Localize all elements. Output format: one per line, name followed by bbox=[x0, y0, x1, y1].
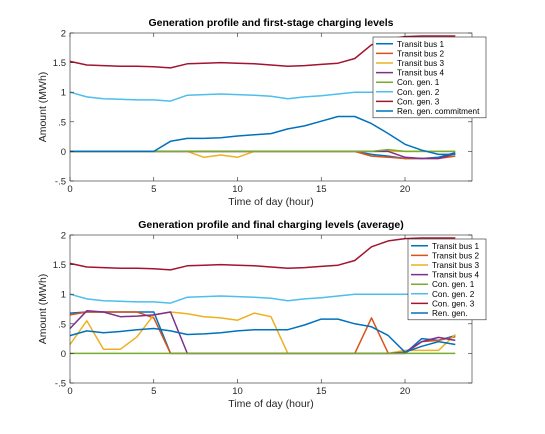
legend-label: Ren. gen. bbox=[432, 309, 468, 318]
legend-label: Con. gen. 2 bbox=[397, 88, 440, 97]
legend-label: Transit bus 2 bbox=[397, 49, 444, 58]
y-tick-label: 1.5 bbox=[53, 58, 66, 69]
x-tick-label: 10 bbox=[232, 184, 243, 195]
y-tick-label: .5 bbox=[58, 117, 66, 128]
y-tick-label: -.5 bbox=[55, 379, 66, 390]
y-tick-label: 0 bbox=[61, 147, 66, 158]
y-axis-label: Amount (MWh) bbox=[37, 274, 49, 345]
legend-label: Transit bus 4 bbox=[397, 69, 444, 78]
x-tick-label: 5 bbox=[151, 386, 156, 397]
legend-label: Ren. gen. commitment bbox=[397, 107, 480, 116]
x-tick-label: 5 bbox=[151, 184, 156, 195]
x-axis-label: Time of day (hour) bbox=[228, 398, 313, 410]
legend-label: Con. gen. 1 bbox=[432, 280, 475, 289]
legend-label: Transit bus 3 bbox=[432, 261, 479, 270]
x-tick-label: 15 bbox=[316, 184, 327, 195]
y-tick-label: .5 bbox=[58, 319, 66, 330]
y-tick-label: 1 bbox=[61, 290, 66, 301]
y-tick-label: 1.5 bbox=[53, 260, 66, 271]
x-axis-label: Time of day (hour) bbox=[228, 196, 313, 208]
x-tick-label: 20 bbox=[400, 184, 411, 195]
y-axis-label: Amount (MWh) bbox=[37, 72, 49, 143]
legend-label: Con. gen. 3 bbox=[397, 97, 440, 106]
y-tick-label: -.5 bbox=[55, 177, 66, 188]
legend-label: Con. gen. 2 bbox=[432, 290, 475, 299]
chart-title: Generation profile and final charging le… bbox=[138, 219, 404, 231]
y-tick-label: 0 bbox=[61, 349, 66, 360]
x-tick-label: 15 bbox=[316, 386, 327, 397]
series-line-7 bbox=[69, 237, 456, 271]
legend-label: Con. gen. 3 bbox=[432, 299, 475, 308]
x-tick-label: 20 bbox=[400, 386, 411, 397]
series-line-8 bbox=[70, 115, 456, 156]
legend-box bbox=[407, 238, 487, 321]
plot-area bbox=[70, 235, 472, 383]
y-tick-label: 2 bbox=[61, 231, 66, 242]
legend-label: Transit bus 2 bbox=[432, 251, 479, 260]
series-line-6 bbox=[69, 293, 456, 304]
legend-label: Transit bus 3 bbox=[397, 59, 444, 68]
legend-label: Transit bus 1 bbox=[432, 242, 479, 251]
chart-title: Generation profile and first-stage charg… bbox=[148, 17, 393, 29]
x-tick-label: 0 bbox=[67, 184, 72, 195]
legend-label: Transit bus 4 bbox=[432, 271, 479, 280]
x-tick-label: 10 bbox=[232, 386, 243, 397]
legend-label: Transit bus 1 bbox=[397, 40, 444, 49]
legend-label: Con. gen. 1 bbox=[397, 78, 440, 87]
x-tick-label: 0 bbox=[67, 386, 72, 397]
series-line-8 bbox=[69, 318, 456, 353]
legend-box bbox=[372, 36, 487, 119]
y-tick-label: 2 bbox=[61, 29, 66, 40]
y-tick-label: 1 bbox=[61, 88, 66, 99]
